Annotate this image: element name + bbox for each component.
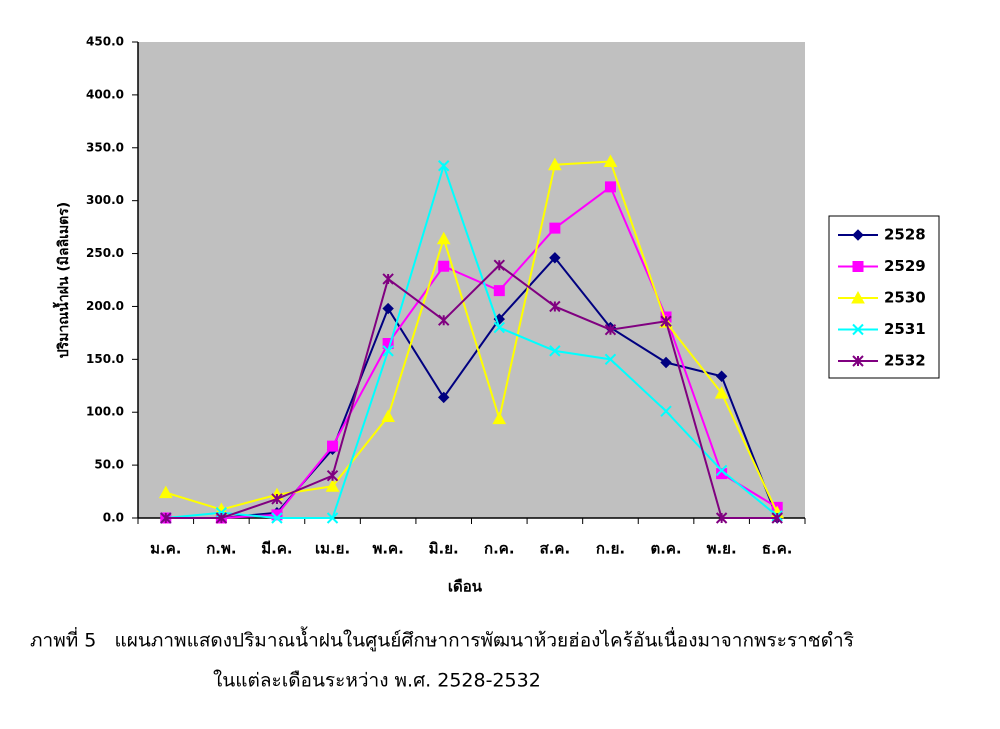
y-tick-label: 300.0 (86, 193, 124, 207)
data-point (715, 370, 728, 382)
x-tick-label: ธ.ค. (762, 540, 793, 558)
x-tick-label: ก.พ. (206, 540, 236, 558)
x-axis-label: เดือน (448, 578, 483, 596)
legend-label: 2530 (884, 289, 926, 307)
legend-marker (852, 261, 864, 272)
data-point (158, 485, 173, 499)
legend-marker (852, 229, 864, 241)
x-tick-label: พ.ค. (372, 540, 403, 558)
data-point (382, 273, 394, 285)
data-point (549, 345, 561, 357)
y-tick-label: 200.0 (86, 299, 124, 313)
data-point (771, 512, 783, 524)
data-point (271, 493, 283, 505)
data-point (438, 314, 450, 326)
data-point (549, 222, 561, 234)
x-tick-label: เม.ย. (315, 540, 350, 558)
data-point (715, 512, 728, 524)
x-tick-label: ม.ค. (150, 540, 181, 558)
y-tick-label: 350.0 (86, 140, 124, 154)
legend-label: 2529 (884, 257, 926, 275)
legend-marker (851, 290, 865, 304)
data-point (493, 259, 505, 271)
data-point (381, 409, 395, 422)
data-point (382, 345, 394, 357)
data-point (604, 324, 617, 336)
y-axis-label: ปริมาณน้ำฝน (มิลลิเมตร) (52, 202, 72, 358)
data-point (438, 160, 450, 172)
y-tick-label: 50.0 (94, 458, 124, 472)
data-point (160, 512, 172, 524)
data-point (603, 154, 618, 168)
x-tick-label: มิ.ย. (429, 540, 459, 558)
plot-area (138, 42, 805, 518)
data-point (715, 464, 728, 477)
x-tick-label: ส.ค. (540, 540, 571, 558)
data-point (604, 181, 616, 193)
data-point (382, 302, 394, 315)
data-point (438, 391, 450, 404)
series-line (165, 160, 779, 514)
legend-marker (852, 323, 864, 336)
series-line (165, 256, 779, 519)
caption: ภาพที่ 5 แผนภาพแสดงปริมาณน้ำฝนในศูนย์ศึก… (30, 627, 854, 652)
series-line (165, 162, 778, 519)
data-point (660, 405, 672, 417)
y-tick-label: 0.0 (103, 511, 124, 525)
y-tick-label: 400.0 (86, 87, 124, 101)
x-tick-label: พ.ย. (707, 540, 737, 558)
data-point (325, 479, 340, 492)
data-point (492, 411, 507, 425)
legend-label: 2528 (884, 226, 926, 244)
series-line (165, 185, 778, 519)
legend-label: 2531 (884, 320, 926, 338)
data-point (438, 260, 450, 272)
data-point (549, 300, 561, 313)
data-point (326, 512, 339, 524)
series-line (165, 263, 778, 519)
x-tick-label: ก.ค. (484, 540, 515, 558)
y-tick-label: 250.0 (86, 246, 124, 260)
x-tick-label: มี.ค. (261, 540, 292, 558)
data-point (660, 315, 672, 327)
x-tick-label: ก.ย. (596, 540, 625, 558)
data-point (714, 386, 729, 399)
data-point (436, 231, 451, 245)
data-point (549, 252, 561, 264)
y-tick-label: 450.0 (86, 35, 124, 49)
legend-marker (852, 355, 864, 367)
caption: ในแต่ละเดือนระหว่าง พ.ศ. 2528-2532 (213, 670, 541, 692)
data-point (493, 321, 505, 334)
data-point (548, 157, 562, 171)
data-point (493, 285, 505, 297)
data-point (604, 353, 617, 366)
y-tick-label: 150.0 (86, 352, 124, 366)
data-point (215, 512, 228, 524)
y-tick-label: 100.0 (86, 405, 124, 419)
data-point (271, 512, 283, 524)
legend-label: 2532 (884, 352, 926, 370)
x-tick-label: ต.ค. (650, 540, 681, 558)
data-point (660, 356, 672, 369)
data-point (326, 469, 339, 482)
data-point (327, 440, 339, 452)
